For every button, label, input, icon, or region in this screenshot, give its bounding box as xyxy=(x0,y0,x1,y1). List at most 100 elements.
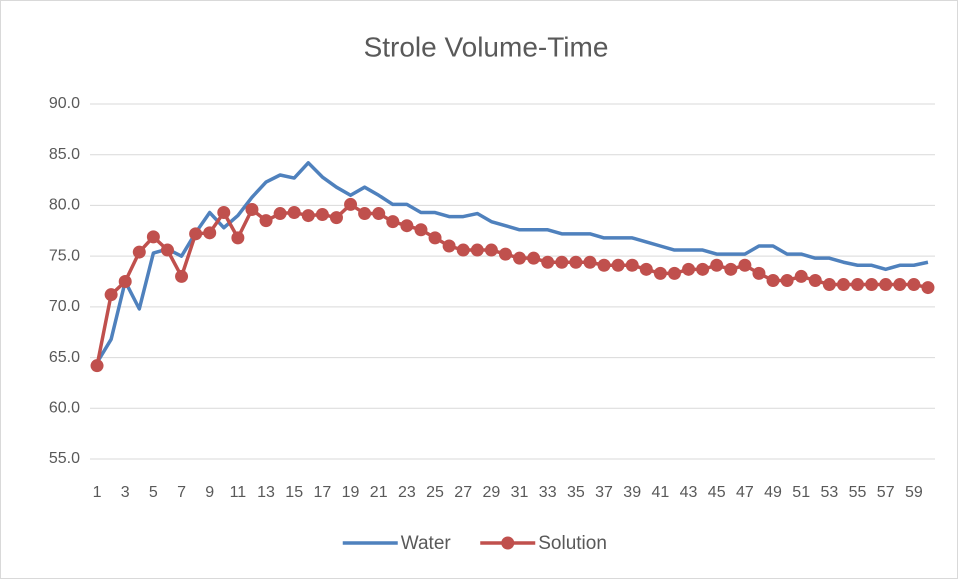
series-marker xyxy=(104,288,118,302)
series-marker xyxy=(189,227,203,241)
x-tick-label: 37 xyxy=(595,484,613,501)
series-marker xyxy=(414,223,428,237)
series-marker xyxy=(301,209,315,223)
series-marker xyxy=(132,245,146,259)
x-tick-label: 21 xyxy=(370,484,388,501)
y-tick-label: 60.0 xyxy=(49,400,80,417)
series-marker xyxy=(569,255,583,269)
series-marker xyxy=(329,211,343,225)
series-marker xyxy=(231,231,245,245)
series-marker xyxy=(865,278,879,292)
series-marker xyxy=(611,258,625,272)
x-tick-label: 9 xyxy=(205,484,214,501)
series-marker xyxy=(527,251,541,265)
x-tick-label: 47 xyxy=(736,484,754,501)
series-marker xyxy=(667,266,681,280)
series-marker xyxy=(470,243,484,257)
x-tick-label: 51 xyxy=(792,484,810,501)
series-marker xyxy=(822,278,836,292)
x-tick-label: 43 xyxy=(680,484,698,501)
x-tick-label: 53 xyxy=(820,484,838,501)
x-tick-label: 17 xyxy=(313,484,331,501)
x-tick-label: 49 xyxy=(764,484,782,501)
series-marker xyxy=(724,262,738,276)
series-marker xyxy=(597,258,611,272)
x-tick-label: 13 xyxy=(257,484,275,501)
y-tick-label: 75.0 xyxy=(49,247,80,264)
series-marker xyxy=(752,266,766,280)
series-marker xyxy=(287,206,301,220)
series-marker xyxy=(372,207,386,221)
series-marker xyxy=(358,207,372,221)
x-tick-label: 39 xyxy=(623,484,641,501)
x-tick-label: 55 xyxy=(849,484,867,501)
x-tick-label: 57 xyxy=(877,484,895,501)
series-marker xyxy=(386,215,400,229)
x-tick-label: 1 xyxy=(93,484,102,501)
series-line xyxy=(95,161,929,364)
legend-marker xyxy=(501,536,515,550)
series-marker xyxy=(625,258,639,272)
series-marker xyxy=(498,247,512,261)
series-marker xyxy=(344,197,358,211)
series-marker xyxy=(766,273,780,287)
x-tick-label: 3 xyxy=(121,484,130,501)
series-marker xyxy=(851,278,865,292)
y-tick-label: 80.0 xyxy=(49,197,80,214)
series-marker xyxy=(146,230,160,244)
y-tick-label: 55.0 xyxy=(49,450,80,467)
y-tick-label: 70.0 xyxy=(49,298,80,315)
series-marker xyxy=(710,258,724,272)
series-marker xyxy=(653,266,667,280)
series-marker xyxy=(217,206,231,220)
x-tick-label: 23 xyxy=(398,484,416,501)
legend-label: Solution xyxy=(538,533,607,554)
x-tick-label: 31 xyxy=(511,484,529,501)
x-tick-label: 41 xyxy=(651,484,669,501)
x-tick-label: 19 xyxy=(342,484,360,501)
series-marker xyxy=(639,262,653,276)
chart-title: Strole Volume-Time xyxy=(364,31,609,62)
series-marker xyxy=(879,278,893,292)
x-tick-label: 7 xyxy=(177,484,186,501)
series-marker xyxy=(921,281,935,295)
series-marker xyxy=(400,219,414,233)
x-tick-label: 5 xyxy=(149,484,158,501)
series-marker xyxy=(484,243,498,257)
series-marker xyxy=(794,269,808,283)
y-tick-label: 90.0 xyxy=(49,95,80,112)
series-marker xyxy=(273,207,287,221)
x-tick-label: 35 xyxy=(567,484,585,501)
series-marker xyxy=(583,255,597,269)
x-tick-label: 33 xyxy=(539,484,557,501)
series-marker xyxy=(808,273,822,287)
series-marker xyxy=(780,273,794,287)
series-marker xyxy=(160,243,174,257)
series-marker xyxy=(541,255,555,269)
x-tick-label: 11 xyxy=(230,484,247,501)
x-tick-label: 59 xyxy=(905,484,923,501)
legend-label: Water xyxy=(401,533,452,554)
series-marker xyxy=(90,359,104,373)
series-marker xyxy=(836,278,850,292)
series-marker xyxy=(682,262,696,276)
x-tick-label: 29 xyxy=(482,484,500,501)
x-tick-label: 15 xyxy=(285,484,303,501)
x-tick-label: 25 xyxy=(426,484,444,501)
series-marker xyxy=(893,278,907,292)
series-marker xyxy=(907,278,921,292)
series-marker xyxy=(442,239,456,253)
series-marker xyxy=(456,243,470,257)
series-marker xyxy=(315,208,329,222)
series-marker xyxy=(203,226,217,240)
series-marker xyxy=(555,255,569,269)
series-marker xyxy=(738,258,752,272)
series-marker xyxy=(428,231,442,245)
y-tick-label: 85.0 xyxy=(49,146,80,163)
x-tick-label: 27 xyxy=(454,484,472,501)
y-tick-label: 65.0 xyxy=(49,349,80,366)
series-marker xyxy=(175,269,189,283)
series-marker xyxy=(245,202,259,216)
